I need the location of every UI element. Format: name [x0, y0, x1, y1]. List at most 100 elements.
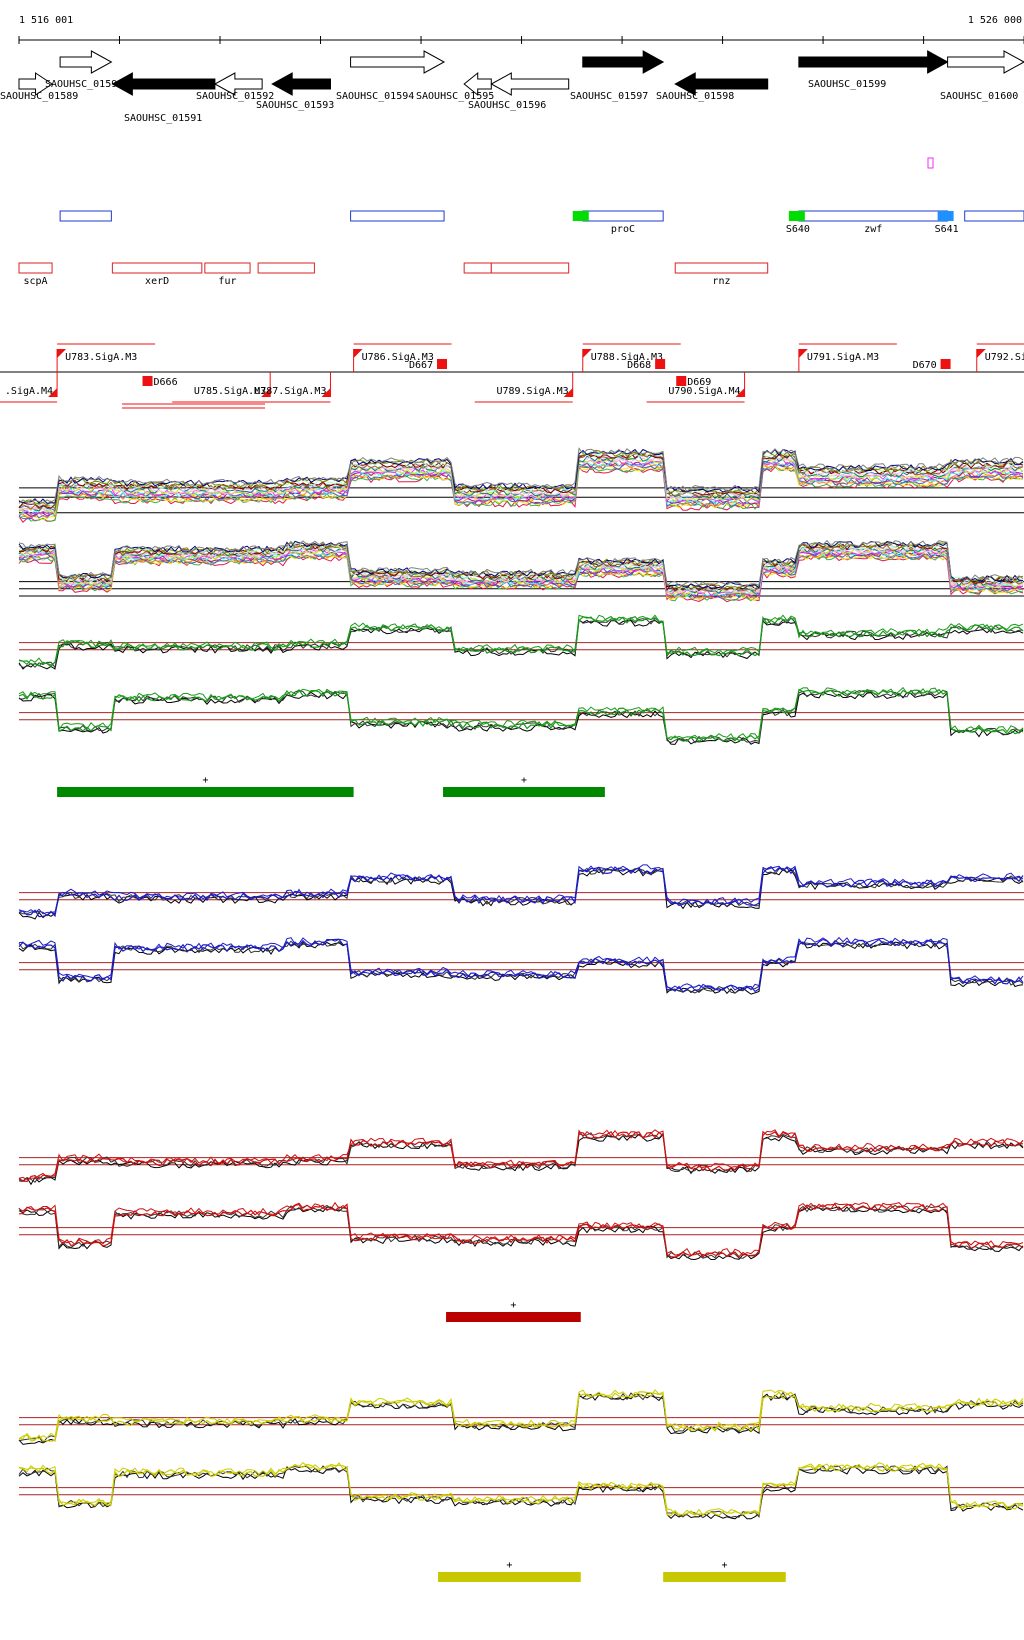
gene-arrow — [59, 50, 113, 74]
red-feature-label: rnz — [712, 276, 730, 287]
differential-expression-bar-label: + — [506, 1560, 512, 1571]
profile-trace — [18, 466, 1023, 523]
condition-control-trace — [18, 867, 1024, 917]
condition-trace — [18, 1391, 1024, 1442]
condition-tracks: + + + + + — [18, 614, 1024, 1582]
promoter-label: U789.SigA.M3 — [496, 386, 568, 397]
gene-arrow — [490, 72, 570, 96]
condition-control-trace — [18, 1393, 1024, 1445]
feature-marker — [937, 211, 954, 221]
promoter-flag — [563, 388, 573, 397]
blue-feature-label: proC — [611, 224, 635, 235]
condition-control-trace — [18, 1204, 1024, 1259]
promoter-flag — [798, 349, 808, 358]
red-feature-box — [18, 262, 53, 274]
condition-trace — [18, 1389, 1024, 1440]
condition-trace — [18, 1201, 1024, 1256]
promoter-label: U785.SigA.M3 — [194, 386, 266, 397]
gene-arrow — [674, 72, 769, 96]
condition-control-trace — [18, 1206, 1024, 1261]
differential-expression-bar — [446, 1312, 581, 1322]
profile-trace — [18, 464, 1024, 521]
gene-arrow — [798, 50, 949, 74]
red-feature-box — [257, 262, 315, 274]
expression-profile-track — [18, 447, 1024, 603]
promoter-flag — [353, 349, 363, 358]
terminator-mark — [940, 359, 951, 369]
terminator-mark — [142, 376, 153, 386]
profile-trace — [18, 553, 1024, 601]
differential-expression-bar-label: + — [521, 775, 527, 786]
condition-control-trace — [18, 941, 1024, 995]
condition-control-trace — [18, 1132, 1024, 1183]
condition-control-trace — [18, 939, 1024, 994]
profile-trace — [18, 457, 1024, 515]
condition-trace — [18, 686, 1024, 742]
terminator-label: D670 — [913, 360, 937, 371]
red-feature-box — [111, 262, 203, 274]
red-feature-label: xerD — [145, 276, 169, 287]
terminator-label: D669 — [687, 377, 711, 388]
promoter-track: U783.SigA.M3 U786.SigA.M3 U788.SigA.M3 U791… — [0, 343, 1024, 409]
red-feature-track: scpA xerD fur rnz — [18, 262, 769, 287]
terminator-label: D668 — [627, 360, 651, 371]
terminator-label: D667 — [409, 360, 433, 371]
start-coordinate-label: 1 516 001 — [19, 15, 73, 26]
condition-trace — [18, 1461, 1024, 1517]
gene-label: SAOUHSC_01596 — [468, 100, 546, 111]
differential-expression-bar-label: + — [721, 1560, 727, 1571]
condition-trace — [18, 938, 1024, 993]
red-feature-label: fur — [218, 276, 236, 287]
gene-label: SAOUHSC_01595 — [416, 91, 494, 102]
profile-trace — [18, 454, 1024, 511]
condition-control-trace — [18, 1465, 1024, 1519]
promoter-label: U787.SigA.M3 — [254, 386, 326, 397]
gene-label: SAOUHSC_01591 — [124, 113, 202, 124]
condition-trace — [18, 1129, 1024, 1181]
profile-trace — [18, 463, 1024, 520]
blue-feature-label: zwf — [864, 224, 882, 235]
condition-trace — [18, 615, 1024, 668]
promoter-flag — [735, 388, 745, 397]
feature-marker — [572, 211, 589, 221]
gene-label: SAOUHSC_01593 — [256, 100, 334, 111]
gene-arrow — [463, 71, 492, 97]
marker-label: S640 — [786, 224, 810, 235]
promoter-flag — [57, 349, 67, 358]
promoter-label: U786.SigA.M3 — [362, 352, 434, 363]
condition-control-trace — [18, 1133, 1024, 1186]
red-feature-label: scpA — [23, 276, 47, 287]
profile-trace — [18, 448, 1024, 504]
gene-label: SAOUHSC_01597 — [570, 91, 648, 102]
gene-arrow — [111, 72, 216, 96]
differential-expression-bar — [443, 787, 605, 797]
condition-trace — [18, 1463, 1024, 1517]
coordinate-axis: 1 516 001 1 526 000 — [18, 15, 1024, 44]
profile-trace — [18, 447, 1024, 504]
profile-trace — [18, 539, 1024, 588]
end-coordinate-label: 1 526 000 — [968, 15, 1022, 26]
red-feature-box — [204, 262, 251, 274]
condition-control-trace — [18, 868, 1024, 920]
terminator-mark — [437, 359, 448, 369]
gene-label: SAOUHSC_01592 — [196, 91, 274, 102]
profile-trace — [19, 543, 1024, 592]
promoter-label: .SigA.M4 — [5, 386, 53, 397]
red-feature-box — [490, 262, 570, 274]
differential-expression-bar — [57, 787, 354, 797]
condition-trace — [18, 864, 1024, 915]
promoter-label: U783.SigA.M3 — [65, 352, 137, 363]
gene-arrow — [350, 50, 446, 74]
blue-feature-track: proC zwf S640 S641 — [59, 210, 1024, 235]
condition-trace — [18, 1203, 1024, 1258]
blue-feature-box — [350, 210, 445, 222]
gene-arrow — [582, 50, 665, 74]
promoter-label: U790.SigA.M4 — [668, 386, 740, 397]
gene-arrow — [213, 72, 263, 96]
differential-expression-bar-label: + — [202, 775, 208, 786]
gene-label: SAOUHSC_01589 — [0, 91, 78, 102]
condition-trace — [18, 688, 1024, 743]
gene-label: SAOUHSC_01590 — [45, 79, 123, 90]
